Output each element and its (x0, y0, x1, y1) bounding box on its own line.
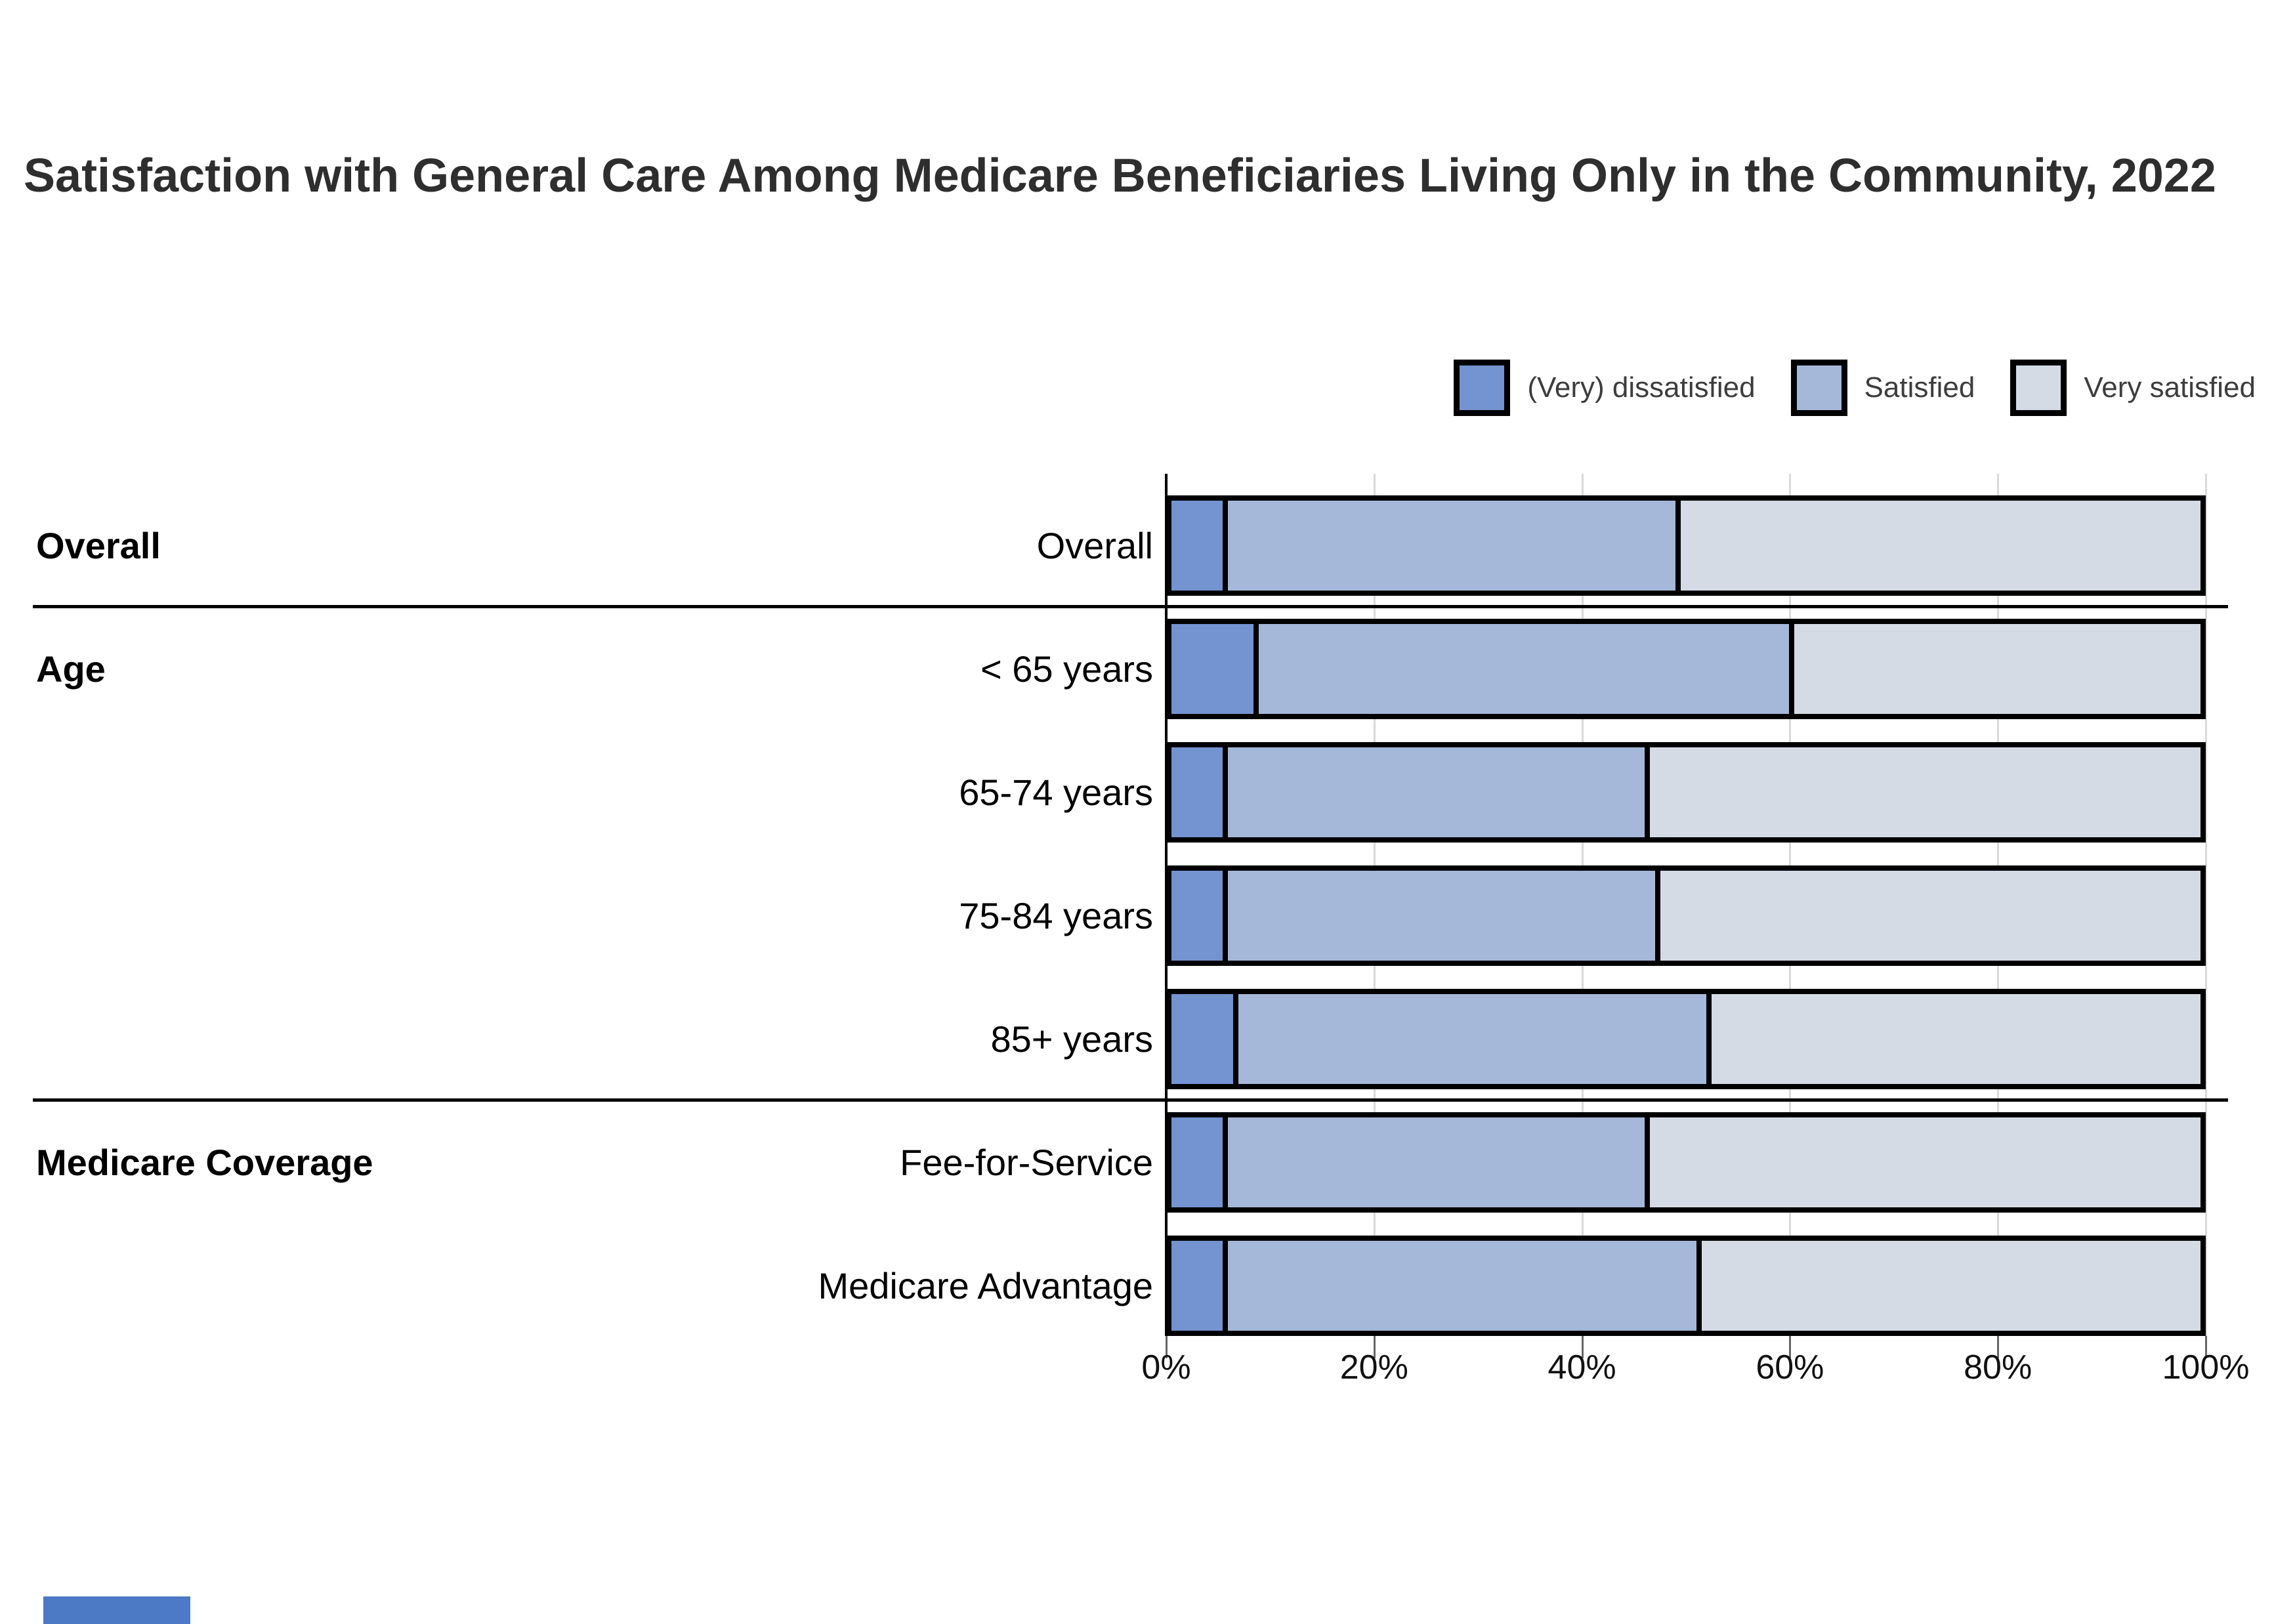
gridline-100 (2205, 474, 2207, 1336)
x-tick-label: 100% (2162, 1348, 2250, 1386)
bar-segment--very-dissatisfied (1171, 1241, 1223, 1331)
x-tick-mark (1581, 1336, 1584, 1358)
legend: (Very) dissatisfied Satisfied Very satisfi… (1454, 360, 2256, 416)
bar-segment-satisfied (1233, 994, 1707, 1084)
bar-segment-very-satisfied (1645, 747, 2200, 837)
bar-segment-very-satisfied (1675, 501, 2200, 591)
legend-swatch-icon (1790, 360, 1847, 416)
bar-segment--very-dissatisfied (1171, 501, 1223, 591)
legend-item: (Very) dissatisfied (1454, 360, 1756, 416)
bar-segment-satisfied (1223, 1241, 1696, 1331)
section-label-overall: Overall (36, 524, 161, 566)
bar-segment-very-satisfied (1654, 871, 2200, 961)
legend-item: Very satisfied (2010, 360, 2256, 416)
row-label: 75-84 years (959, 894, 1153, 936)
bar-segment-satisfied (1223, 1117, 1645, 1207)
section-label-medicare-coverage: Medicare Coverage (36, 1141, 373, 1183)
x-tick-label: 80% (1964, 1348, 2032, 1386)
bar-segment-satisfied (1223, 501, 1676, 591)
row-label: Medicare Advantage (818, 1264, 1153, 1306)
section-separator (33, 1098, 2228, 1102)
x-tick-mark (1997, 1336, 2000, 1358)
bar-segment-satisfied (1253, 624, 1789, 714)
bar-segment--very-dissatisfied (1171, 871, 1223, 961)
bar-row (1166, 619, 2206, 719)
x-tick-mark (1373, 1336, 1376, 1358)
bar-segment-very-satisfied (1696, 1241, 2200, 1331)
bar-row (1166, 989, 2206, 1089)
bar-row (1166, 1236, 2206, 1336)
row-label: Fee-for-Service (900, 1141, 1153, 1183)
bar-segment-satisfied (1223, 747, 1645, 837)
section-label-age: Age (36, 648, 106, 690)
legend-label: Very satisfied (2084, 371, 2256, 404)
section-separator (33, 605, 2228, 608)
bar-segment-very-satisfied (1706, 994, 2200, 1084)
x-tick-label: 20% (1339, 1348, 1408, 1386)
x-tick-mark (2205, 1336, 2207, 1358)
legend-item: Satisfied (1790, 360, 1975, 416)
row-label: 65-74 years (959, 771, 1153, 813)
row-label: Overall (1036, 524, 1153, 566)
bar-row (1166, 1112, 2206, 1213)
legend-swatch-icon (2010, 360, 2067, 416)
bar-row (1166, 742, 2206, 843)
row-label: 85+ years (990, 1018, 1154, 1060)
x-tick-label: 60% (1756, 1348, 1824, 1386)
legend-label: (Very) dissatisfied (1527, 371, 1756, 404)
legend-swatch-icon (1454, 360, 1511, 416)
bar-segment-very-satisfied (1788, 624, 2200, 714)
bar-row (1166, 865, 2206, 966)
bar-segment-very-satisfied (1645, 1117, 2200, 1207)
bar-segment--very-dissatisfied (1171, 994, 1234, 1084)
legend-label: Satisfied (1864, 371, 1975, 404)
chart-title: Satisfaction with General Care Among Med… (24, 150, 2216, 202)
x-tick-label: 0% (1141, 1348, 1191, 1386)
bar-segment--very-dissatisfied (1171, 1117, 1223, 1207)
row-label: < 65 years (980, 648, 1153, 690)
cropped-blue-fragment (43, 1596, 190, 1624)
bar-row (1166, 495, 2206, 596)
x-tick-mark (1166, 1336, 1168, 1358)
bar-segment--very-dissatisfied (1171, 624, 1254, 714)
bar-segment--very-dissatisfied (1171, 747, 1223, 837)
bar-segment-satisfied (1223, 871, 1655, 961)
x-tick-mark (1789, 1336, 1792, 1358)
x-tick-label: 40% (1548, 1348, 1616, 1386)
